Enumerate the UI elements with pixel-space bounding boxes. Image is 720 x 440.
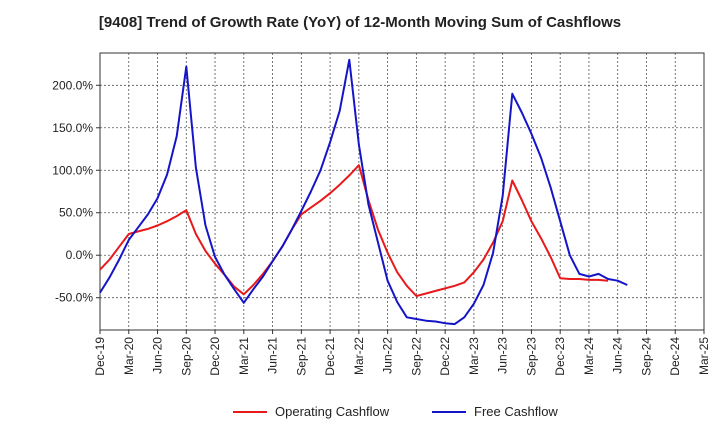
plot-background	[100, 53, 704, 330]
y-tick-label: -50.0%	[55, 291, 93, 305]
y-tick-label: 100.0%	[52, 163, 93, 177]
x-tick-label: Dec-23	[553, 337, 567, 376]
x-tick-label: Sep-23	[524, 337, 538, 376]
x-tick-label: Mar-22	[352, 337, 366, 375]
x-tick-label: Mar-25	[697, 337, 711, 375]
x-tick-label: Dec-19	[93, 337, 107, 376]
legend-label-operating: Operating Cashflow	[275, 404, 390, 419]
x-tick-label: Mar-21	[237, 337, 251, 375]
x-tick-label: Mar-24	[582, 337, 596, 375]
legend-item-free-cashflow: Free Cashflow	[432, 404, 558, 419]
x-tick-label: Jun-23	[496, 337, 510, 374]
x-tick-label: Mar-20	[122, 337, 136, 375]
y-tick-label: 200.0%	[52, 78, 93, 92]
x-tick-label: Sep-22	[409, 337, 423, 376]
y-tick-label: 50.0%	[59, 206, 93, 220]
legend: Operating Cashflow Free Cashflow	[0, 404, 720, 426]
plot-frame	[99, 52, 705, 331]
x-tick-label: Sep-24	[639, 337, 653, 376]
x-tick-label: Dec-22	[438, 337, 452, 376]
x-tick-label: Dec-21	[323, 337, 337, 376]
legend-item-operating-cashflow: Operating Cashflow	[233, 404, 389, 419]
x-tick-label: Dec-20	[208, 337, 222, 376]
series-line-free-cashflow	[99, 58, 628, 326]
x-tick-label: Jun-22	[381, 337, 395, 374]
x-tick-label: Sep-20	[179, 337, 193, 376]
legend-label-free: Free Cashflow	[474, 404, 558, 419]
chart-title: [9408] Trend of Growth Rate (YoY) of 12-…	[98, 14, 622, 31]
legend-swatch-operating	[233, 410, 267, 413]
y-tick-label: 150.0%	[52, 121, 93, 135]
series-line-operating-cashflow	[99, 164, 609, 297]
x-tick-label: Jun-21	[266, 337, 280, 374]
x-tick-label: Jun-20	[151, 337, 165, 374]
x-tick-label: Jun-24	[611, 337, 625, 374]
legend-swatch-free	[432, 410, 466, 413]
x-tick-label: Sep-21	[294, 337, 308, 376]
x-tick-label: Dec-24	[668, 337, 682, 376]
y-tick-label: 0.0%	[66, 248, 94, 262]
x-tick-label: Mar-23	[467, 337, 481, 375]
